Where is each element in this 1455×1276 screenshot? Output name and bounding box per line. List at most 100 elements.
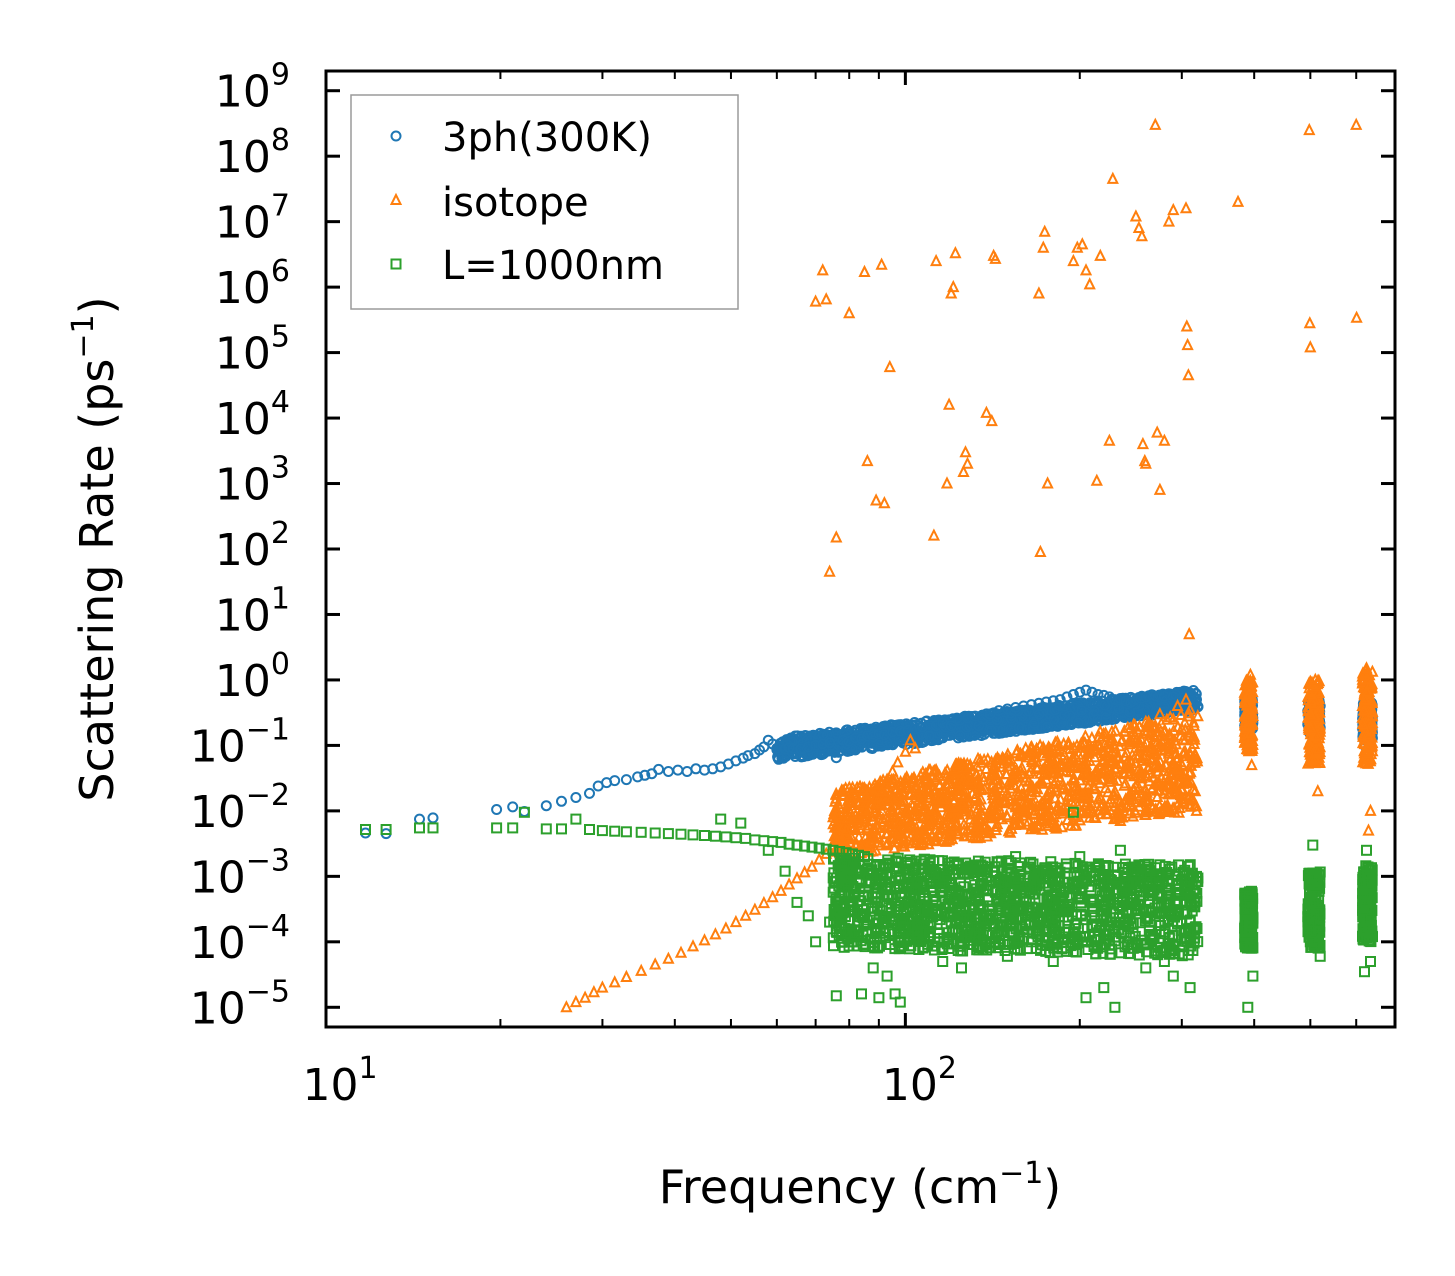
data-point — [507, 801, 519, 813]
data-point — [1034, 544, 1047, 557]
data-point — [1023, 705, 1035, 717]
data-point — [954, 730, 966, 742]
data-point — [940, 476, 954, 489]
data-point — [1179, 201, 1193, 214]
data-point — [674, 945, 688, 958]
data-point — [584, 787, 595, 799]
data-point — [1033, 697, 1045, 709]
data-point — [608, 975, 621, 988]
data-point — [850, 822, 863, 835]
data-point — [1100, 712, 1112, 724]
data-point — [1086, 686, 1098, 698]
data-point — [951, 712, 963, 724]
data-point — [686, 939, 700, 952]
data-point — [1054, 792, 1067, 805]
data-point — [1311, 783, 1324, 797]
data-point — [1078, 714, 1090, 726]
data-point — [681, 766, 693, 777]
data-point — [1103, 691, 1115, 703]
data-point — [867, 731, 879, 743]
data-point — [1114, 693, 1126, 704]
data-point — [824, 737, 836, 749]
data-point — [823, 726, 835, 738]
data-point — [1042, 721, 1054, 733]
data-point — [980, 761, 993, 774]
data-point — [1076, 705, 1087, 716]
data-point — [830, 752, 842, 764]
data-point — [929, 253, 943, 267]
data-point — [823, 564, 836, 577]
data-point — [927, 528, 941, 541]
data-point — [620, 774, 632, 786]
series-isotope — [560, 117, 1379, 1013]
data-point — [1074, 686, 1086, 698]
data-point — [569, 994, 583, 1008]
data-point — [1350, 310, 1363, 323]
data-point — [802, 741, 814, 753]
data-point — [795, 743, 807, 755]
data-point — [540, 800, 552, 812]
data-point — [1037, 240, 1050, 253]
data-point — [609, 775, 621, 787]
data-point — [1245, 757, 1258, 771]
data-point — [1129, 209, 1143, 222]
data-point — [961, 456, 974, 469]
data-point — [1013, 721, 1025, 733]
data-point — [491, 804, 503, 815]
data-point — [883, 359, 896, 373]
data-point — [894, 725, 906, 737]
data-point — [942, 397, 956, 410]
data-point — [945, 720, 957, 732]
data-point — [856, 733, 867, 745]
data-point — [649, 957, 662, 970]
data-layer — [360, 117, 1379, 1013]
series-3ph-300k- — [360, 684, 1378, 840]
data-point — [984, 708, 996, 720]
data-point — [690, 763, 702, 775]
data-point — [1191, 694, 1202, 706]
data-point — [1181, 337, 1194, 351]
data-point — [1049, 790, 1062, 804]
data-point — [1141, 762, 1155, 775]
data-point — [945, 286, 958, 299]
data-point — [1041, 476, 1054, 489]
data-point — [869, 493, 883, 506]
data-point — [930, 720, 942, 732]
data-point — [560, 1000, 573, 1013]
data-point — [1106, 171, 1119, 184]
data-point — [1153, 689, 1165, 701]
data-point — [1047, 695, 1059, 707]
data-point — [1038, 224, 1051, 237]
data-point — [947, 279, 960, 293]
data-point — [1304, 340, 1317, 353]
data-point — [959, 445, 972, 458]
data-point — [843, 305, 856, 319]
data-point — [810, 739, 822, 751]
data-point — [909, 723, 921, 735]
data-point — [1151, 425, 1164, 438]
data-point — [816, 263, 829, 276]
data-point — [1158, 701, 1170, 712]
data-point — [861, 453, 874, 467]
data-point — [831, 796, 845, 810]
data-point — [1130, 694, 1142, 706]
data-point — [719, 921, 733, 934]
data-point — [976, 709, 988, 721]
data-point — [912, 729, 924, 741]
data-point — [1231, 194, 1245, 207]
data-point — [852, 829, 866, 843]
data-point — [748, 902, 762, 915]
data-point — [893, 719, 905, 731]
data-point — [635, 963, 648, 976]
data-point — [939, 777, 953, 790]
data-point — [849, 732, 861, 744]
data-point — [1303, 122, 1316, 136]
data-point — [1080, 684, 1092, 696]
data-point — [1149, 117, 1162, 130]
data-point — [556, 795, 567, 807]
data-point — [662, 766, 674, 777]
data-point — [1079, 263, 1093, 276]
data-point — [1135, 693, 1147, 704]
data-point — [875, 257, 888, 270]
